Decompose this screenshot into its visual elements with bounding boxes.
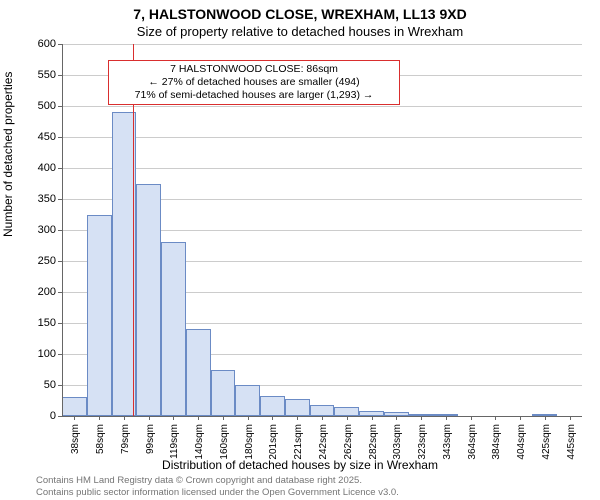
footer-line2: Contains public sector information licen… [36, 487, 399, 498]
y-tick-label: 550 [16, 69, 56, 81]
x-tick-mark [421, 416, 422, 420]
y-tick-mark [58, 354, 62, 355]
y-tick-mark [58, 261, 62, 262]
chart-title-sub: Size of property relative to detached ho… [0, 24, 600, 39]
x-axis-label: Distribution of detached houses by size … [0, 458, 600, 472]
chart-title-main: 7, HALSTONWOOD CLOSE, WREXHAM, LL13 9XD [0, 6, 600, 22]
x-tick-mark [446, 416, 447, 420]
x-tick-mark [272, 416, 273, 420]
y-tick-label: 400 [16, 162, 56, 174]
x-tick-mark [347, 416, 348, 420]
grid-line [62, 106, 582, 107]
histogram-bar [186, 329, 211, 416]
histogram-bar [334, 407, 359, 416]
x-tick-mark [223, 416, 224, 420]
footer-line1: Contains HM Land Registry data © Crown c… [36, 475, 399, 486]
y-tick-label: 500 [16, 100, 56, 112]
x-tick-mark [322, 416, 323, 420]
x-tick-mark [198, 416, 199, 420]
y-tick-mark [58, 44, 62, 45]
x-tick-mark [520, 416, 521, 420]
y-tick-label: 50 [16, 379, 56, 391]
grid-line [62, 44, 582, 45]
y-tick-label: 600 [16, 38, 56, 50]
x-tick-mark [173, 416, 174, 420]
y-tick-mark [58, 230, 62, 231]
y-tick-label: 300 [16, 224, 56, 236]
y-tick-mark [58, 75, 62, 76]
y-tick-label: 150 [16, 317, 56, 329]
annotation-line2: ← 27% of detached houses are smaller (49… [115, 76, 393, 89]
y-tick-mark [58, 137, 62, 138]
x-tick-mark [396, 416, 397, 420]
x-tick-mark [248, 416, 249, 420]
histogram-bar [87, 215, 112, 417]
histogram-bar [62, 397, 87, 416]
y-tick-label: 250 [16, 255, 56, 267]
x-tick-mark [570, 416, 571, 420]
y-tick-label: 350 [16, 193, 56, 205]
x-tick-mark [495, 416, 496, 420]
histogram-bar [235, 385, 260, 416]
x-tick-mark [545, 416, 546, 420]
annotation-box: 7 HALSTONWOOD CLOSE: 86sqm ← 27% of deta… [108, 60, 400, 105]
histogram-bar [285, 399, 310, 416]
y-tick-mark [58, 323, 62, 324]
y-tick-label: 0 [16, 410, 56, 422]
x-tick-mark [372, 416, 373, 420]
y-tick-mark [58, 292, 62, 293]
x-tick-mark [297, 416, 298, 420]
y-tick-label: 200 [16, 286, 56, 298]
chart-container: 7, HALSTONWOOD CLOSE, WREXHAM, LL13 9XD … [0, 0, 600, 500]
y-tick-label: 100 [16, 348, 56, 360]
x-tick-mark [74, 416, 75, 420]
y-tick-mark [58, 199, 62, 200]
histogram-bar [260, 396, 285, 416]
histogram-bar [161, 242, 186, 416]
y-axis-label: Number of detached properties [1, 72, 15, 237]
x-tick-mark [149, 416, 150, 420]
grid-line [62, 168, 582, 169]
histogram-bar [136, 184, 161, 417]
y-tick-mark [58, 106, 62, 107]
histogram-bar [211, 370, 236, 417]
x-tick-mark [471, 416, 472, 420]
y-tick-mark [58, 385, 62, 386]
y-tick-label: 450 [16, 131, 56, 143]
annotation-line3: 71% of semi-detached houses are larger (… [115, 89, 393, 102]
annotation-line1: 7 HALSTONWOOD CLOSE: 86sqm [115, 63, 393, 76]
x-tick-mark [99, 416, 100, 420]
grid-line [62, 137, 582, 138]
y-tick-mark [58, 416, 62, 417]
footer-attribution: Contains HM Land Registry data © Crown c… [36, 475, 399, 498]
histogram-bar [310, 405, 335, 416]
x-tick-mark [124, 416, 125, 420]
y-tick-mark [58, 168, 62, 169]
y-axis-line [62, 44, 63, 416]
